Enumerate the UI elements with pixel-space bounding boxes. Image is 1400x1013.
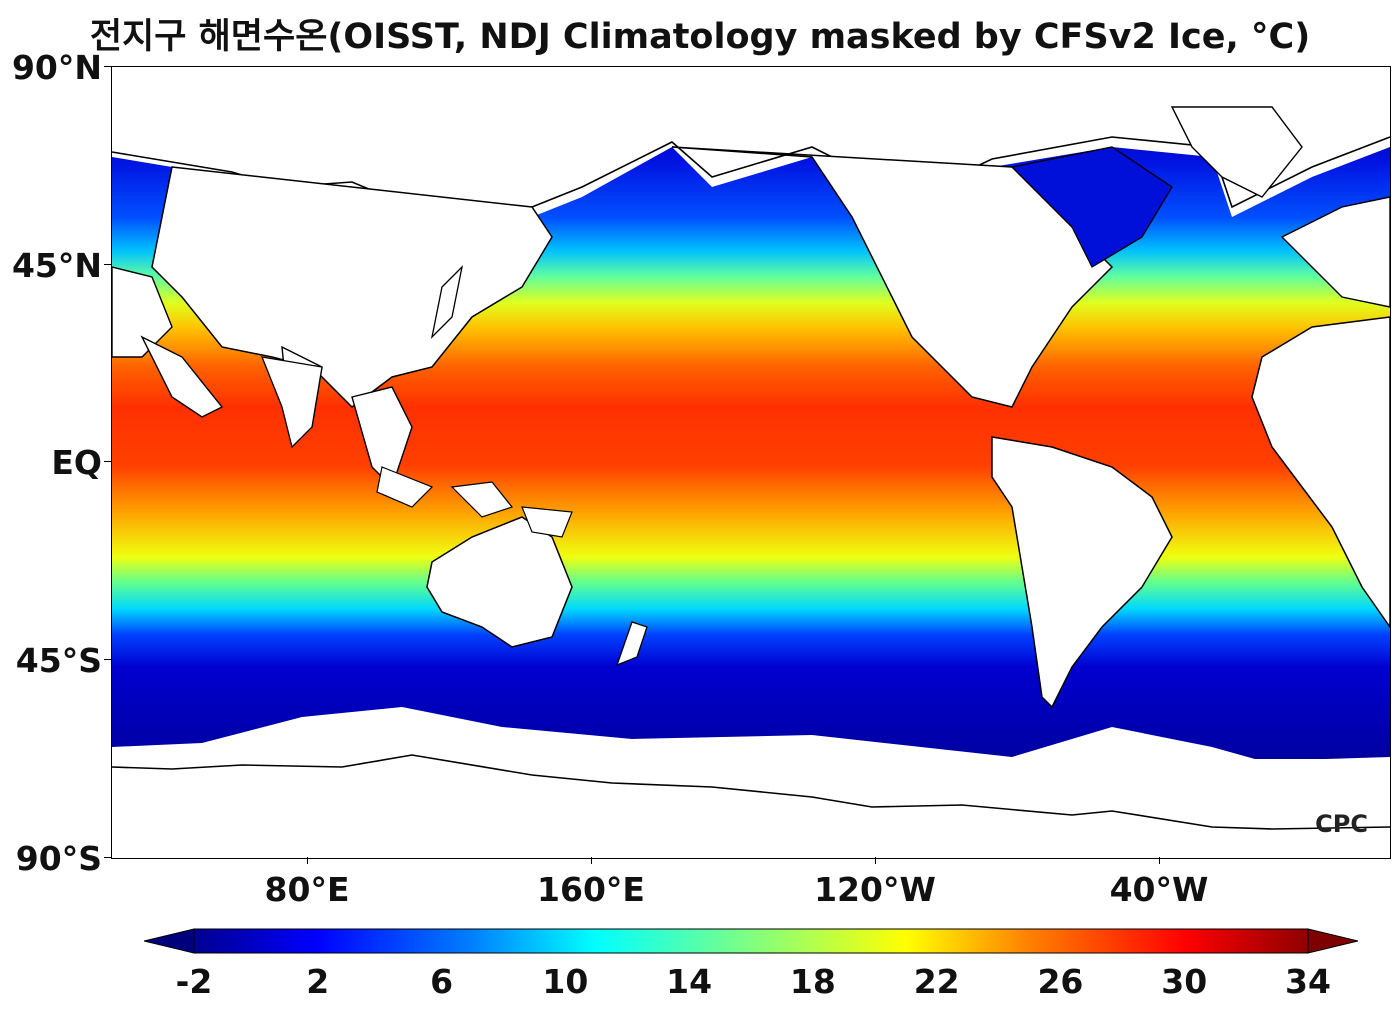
colorbar-tick-label: 6 (430, 962, 454, 1001)
colorbar-gradient (193, 928, 1309, 954)
colorbar-tick-label: 14 (666, 962, 713, 1001)
lat-label-90n: 90°N (11, 48, 102, 87)
colorbar-tick-label: -2 (175, 962, 213, 1001)
lat-label-45n: 45°N (11, 246, 102, 285)
lon-label-40w: 40°W (1109, 870, 1209, 909)
colorbar (144, 928, 1358, 954)
colorbar-max-extend (1307, 928, 1358, 954)
lat-tick (104, 264, 111, 265)
colorbar-tick-label: 10 (542, 962, 589, 1001)
lat-tick (104, 857, 111, 858)
lon-tick (875, 857, 876, 864)
cpc-watermark: CPC (1315, 810, 1368, 838)
sst-map-canvas (112, 67, 1390, 858)
lat-label-eq: EQ (51, 443, 102, 482)
colorbar-tick-label: 26 (1037, 962, 1084, 1001)
colorbar-tick-label: 18 (789, 962, 836, 1001)
lat-tick (104, 66, 111, 67)
lat-tick (104, 659, 111, 660)
colorbar-tick-label: 30 (1161, 962, 1208, 1001)
lon-label-120w: 120°W (814, 870, 936, 909)
lat-tick (104, 461, 111, 462)
lat-label-90s: 90°S (15, 839, 102, 878)
lon-tick (307, 857, 308, 864)
colorbar-tick-label: 22 (913, 962, 960, 1001)
lat-label-45s: 45°S (15, 641, 102, 680)
colorbar-min-extend (144, 928, 195, 954)
colorbar-tick-label: 2 (306, 962, 330, 1001)
sst-map: CPC (111, 66, 1391, 859)
lon-tick (591, 857, 592, 864)
map-title: 전지구 해면수온(OISST, NDJ Climatology masked b… (89, 17, 1311, 57)
lon-tick (1159, 857, 1160, 864)
lon-label-80e: 80°E (264, 870, 350, 909)
lon-label-160e: 160°E (537, 870, 645, 909)
colorbar-tick-label: 34 (1285, 962, 1331, 1001)
